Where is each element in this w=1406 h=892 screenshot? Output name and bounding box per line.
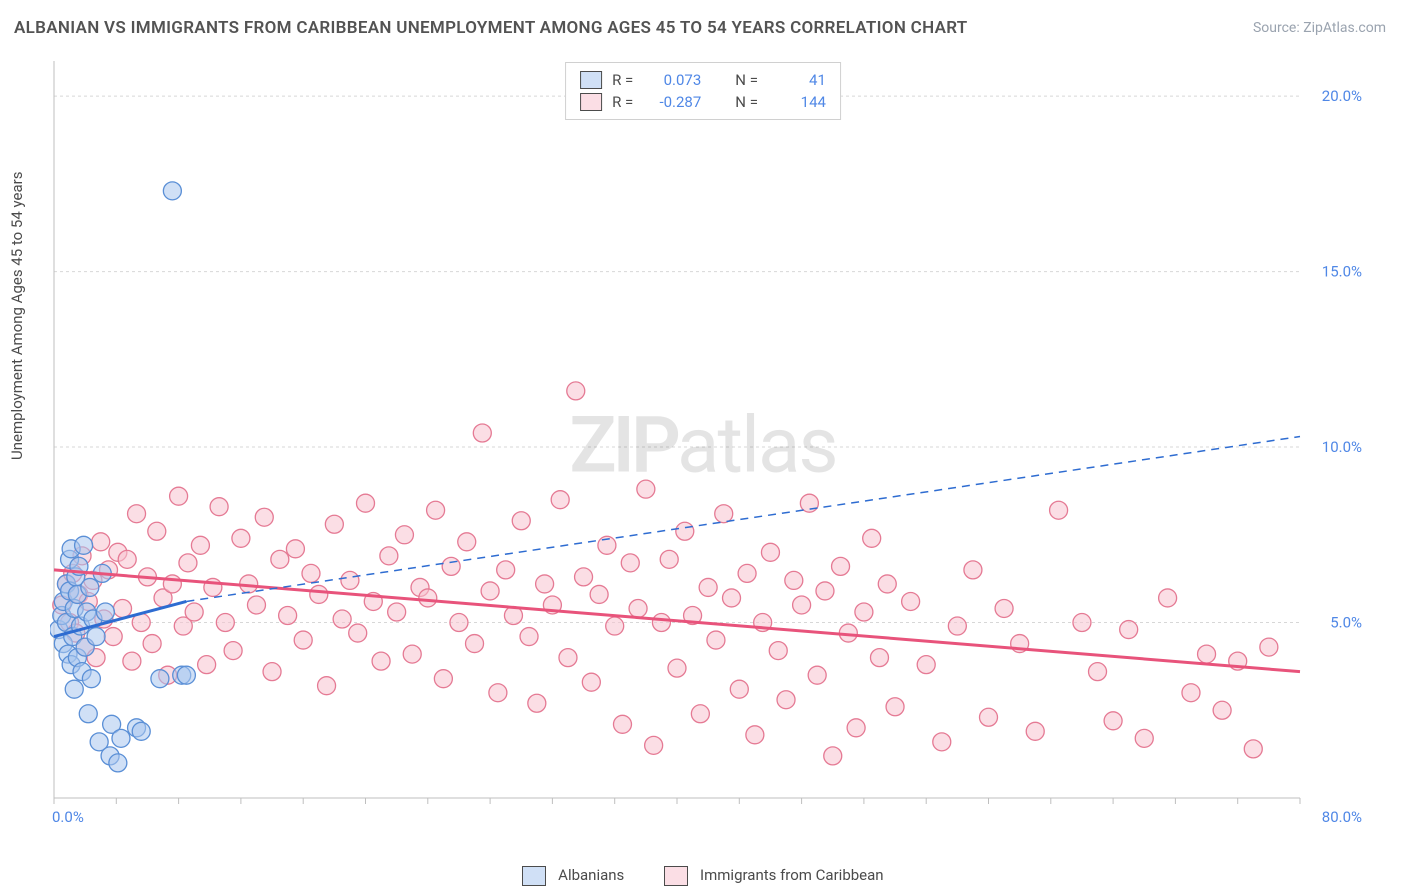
- legend-item-blue: Albanians: [522, 866, 624, 886]
- chart-svg: 5.0% 10.0% 15.0% 20.0% 0.0% 80.0%: [50, 55, 1370, 830]
- svg-text:15.0%: 15.0%: [1322, 263, 1362, 281]
- correlation-legend: R = 0.073 N = 41 R = -0.287 N = 144: [565, 62, 841, 120]
- n-value-blue: 41: [768, 71, 826, 89]
- swatch-blue: [580, 71, 602, 89]
- n-label: N =: [735, 71, 758, 89]
- r-label: R =: [612, 93, 633, 111]
- source-attribution: Source: ZipAtlas.com: [1253, 20, 1386, 36]
- plot-area: 5.0% 10.0% 15.0% 20.0% 0.0% 80.0%: [50, 55, 1370, 830]
- legend-label-blue: Albanians: [558, 866, 624, 884]
- series-legend: Albanians Immigrants from Caribbean: [0, 866, 1406, 886]
- legend-row-blue: R = 0.073 N = 41: [580, 69, 826, 91]
- swatch-pink: [580, 93, 602, 111]
- legend-item-pink: Immigrants from Caribbean: [664, 866, 883, 886]
- svg-text:5.0%: 5.0%: [1330, 614, 1362, 632]
- svg-text:20.0%: 20.0%: [1322, 87, 1362, 105]
- y-axis-label: Unemployment Among Ages 45 to 54 years: [8, 172, 26, 460]
- n-label: N =: [735, 93, 758, 111]
- r-value-blue: 0.073: [643, 71, 701, 89]
- n-value-pink: 144: [768, 93, 826, 111]
- legend-row-pink: R = -0.287 N = 144: [580, 91, 826, 113]
- swatch-blue: [522, 866, 546, 886]
- chart-title: ALBANIAN VS IMMIGRANTS FROM CARIBBEAN UN…: [14, 18, 968, 38]
- r-label: R =: [612, 71, 633, 89]
- swatch-pink: [664, 866, 688, 886]
- svg-text:80.0%: 80.0%: [1322, 808, 1362, 826]
- legend-label-pink: Immigrants from Caribbean: [700, 866, 884, 884]
- svg-text:0.0%: 0.0%: [52, 808, 84, 826]
- r-value-pink: -0.287: [643, 93, 701, 111]
- svg-text:10.0%: 10.0%: [1322, 438, 1362, 456]
